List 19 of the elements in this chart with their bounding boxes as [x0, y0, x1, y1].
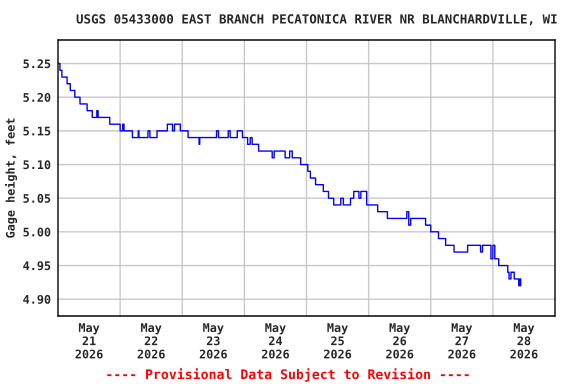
chart-title: USGS 05433000 EAST BRANCH PECATONICA RIVER NR BLANCHARDVILLE, WI	[76, 14, 557, 26]
x-tick-label: May 23 2026	[200, 323, 227, 359]
y-axis-title: Gage height, feet	[5, 118, 18, 238]
x-tick-label: May 26 2026	[386, 323, 414, 359]
y-tick-label: 4.95	[23, 261, 50, 270]
y-tick-label: 5.25	[23, 59, 50, 68]
y-tick-label: 5.15	[23, 126, 50, 136]
y-tick-label: 5.05	[23, 194, 50, 203]
y-tick-label: 5.00	[23, 228, 50, 237]
y-tick-label: 4.90	[23, 294, 50, 304]
x-tick-label: May 24 2026	[262, 323, 290, 359]
x-tick-label: May 22 2026	[138, 323, 165, 359]
x-tick-label: May 21 2026	[76, 323, 103, 359]
y-tick-label: 5.10	[23, 160, 50, 170]
x-tick-label: May 27 2026	[448, 323, 476, 359]
x-tick-label: May 25 2026	[324, 323, 352, 359]
text: ---- Provisional Data Subject to Revision ----	[107, 368, 469, 382]
x-tick-label: May 28 2026	[510, 323, 538, 359]
y-tick-label: 5.20	[23, 92, 50, 102]
